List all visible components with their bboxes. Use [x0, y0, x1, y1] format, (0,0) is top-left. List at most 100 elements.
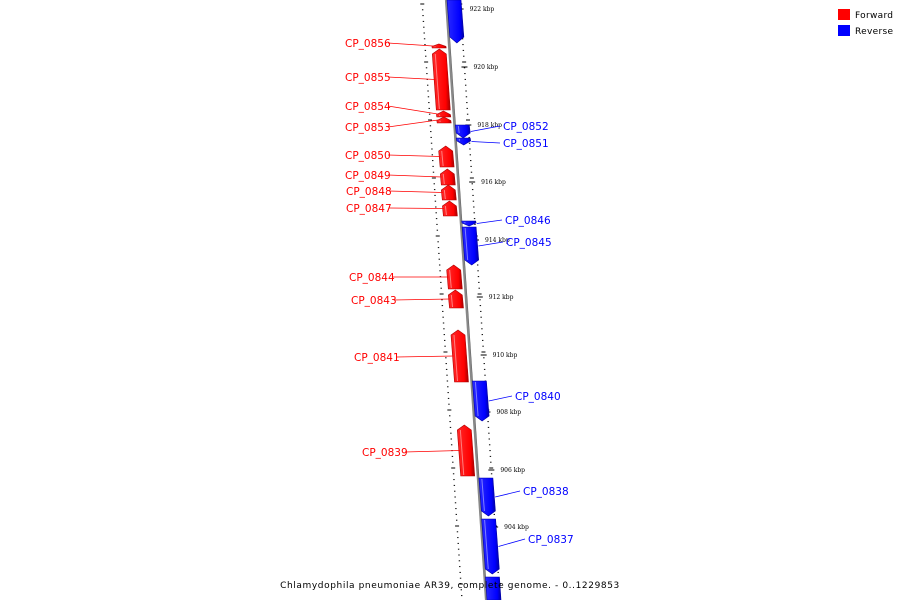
gene-label-CP_0846[interactable]: CP_0846 [505, 215, 551, 227]
gene-shape[interactable] [456, 424, 476, 477]
gene-label-CP_0851[interactable]: CP_0851 [503, 138, 549, 150]
legend-forward-swatch [838, 9, 850, 20]
leader-line [387, 174, 442, 178]
gene-arrow-CP_0841[interactable] [450, 329, 469, 383]
gene-shape[interactable] [436, 110, 452, 118]
axis-line [444, 0, 488, 600]
gene-label-CP_0856[interactable]: CP_0856 [345, 38, 391, 50]
gene-features [431, 0, 502, 600]
leader-line [488, 395, 513, 402]
gene-shape[interactable] [472, 380, 490, 422]
gene-highlight [434, 53, 440, 110]
gene-label-CP_0850[interactable]: CP_0850 [345, 150, 391, 162]
gene-highlight [444, 205, 447, 216]
gene-label-CP_0840[interactable]: CP_0840 [515, 391, 561, 403]
gene-arrow-CP_0851[interactable] [455, 137, 472, 146]
tick-label: 918 kbp [477, 122, 502, 129]
gene-arrow-CP_0838[interactable] [478, 477, 496, 517]
gene-arrow-CP_0847[interactable] [442, 200, 458, 217]
tick-label: 910 kbp [493, 352, 518, 359]
gene-label-CP_0854[interactable]: CP_0854 [345, 101, 391, 113]
gene-label-CP_0839[interactable]: CP_0839 [362, 447, 408, 459]
gene-label-CP_0841[interactable]: CP_0841 [354, 352, 400, 364]
gene-highlight [442, 173, 445, 185]
tick-label: 922 kbp [470, 6, 495, 13]
gene-arrow-CP_0839[interactable] [456, 424, 476, 477]
gene-arrow-CP_0845[interactable] [461, 226, 480, 266]
leader-line [471, 141, 501, 144]
gene-shape[interactable] [431, 48, 451, 111]
gene-label-CP_0847[interactable]: CP_0847 [346, 203, 392, 215]
gene-arrow-CP_0856[interactable] [431, 43, 447, 49]
gene-labels: CP_0856 CP_0855 CP_0854 CP_0853 CP_0852 CP_08… [345, 38, 574, 547]
gene-label-CP_0845[interactable]: CP_0845 [506, 237, 552, 249]
leader-line [387, 119, 439, 128]
gene-shape[interactable] [455, 137, 472, 146]
gene-highlight [459, 429, 465, 476]
gene-highlight [464, 227, 469, 261]
gene-highlight [449, 269, 452, 289]
gene-label-CP_0843[interactable]: CP_0843 [351, 295, 397, 307]
gene-label-CP_0849[interactable]: CP_0849 [345, 170, 391, 182]
gene-arrow-CP_0837[interactable] [481, 518, 500, 575]
tick-label: 916 kbp [481, 179, 506, 186]
gene-label-CP_0848[interactable]: CP_0848 [346, 186, 392, 198]
gene-shape[interactable] [485, 576, 502, 600]
leader-line [404, 450, 461, 453]
gene-arrow-CP_0849[interactable] [439, 168, 456, 186]
gene-label-CP_0837[interactable]: CP_0837 [528, 534, 574, 546]
gene-arrow-CP_0844[interactable] [446, 264, 463, 290]
gene-shape[interactable] [446, 0, 465, 44]
gene-shape[interactable] [461, 220, 477, 227]
leader-line [388, 207, 444, 209]
gene-shape[interactable] [461, 226, 480, 266]
gene-arrow-CP_0854[interactable] [436, 110, 452, 118]
gene-highlight [450, 294, 454, 308]
tick-label: 906 kbp [500, 467, 525, 474]
leader-line [387, 154, 441, 157]
tick-label: 912 kbp [489, 294, 514, 301]
gene-shape[interactable] [446, 264, 463, 290]
gene-shape[interactable] [454, 124, 471, 139]
legend-reverse-swatch [838, 25, 850, 36]
gene-shape[interactable] [442, 200, 458, 217]
gene-highlight [453, 334, 458, 382]
gene-label-CP_0853[interactable]: CP_0853 [345, 122, 391, 134]
gene-shape[interactable] [450, 329, 469, 383]
gene-shape[interactable] [436, 116, 452, 124]
legend-reverse-label: Reverse [855, 27, 893, 37]
gene-shape[interactable] [447, 289, 464, 309]
gene-shape[interactable] [439, 168, 456, 186]
gene-highlight [441, 150, 444, 167]
gene-highlight [443, 189, 446, 200]
gene-arrow-clipped-bottom[interactable] [485, 576, 502, 600]
gene-arrow-CP_0850[interactable] [438, 145, 455, 168]
gene-arrow-CP_0855[interactable] [431, 48, 451, 111]
legend: Forward Reverse [838, 9, 893, 37]
gene-highlight [481, 478, 485, 512]
gene-shape[interactable] [431, 43, 447, 49]
leader-line [388, 190, 443, 193]
gene-label-CP_0855[interactable]: CP_0855 [345, 72, 391, 84]
gene-arrow-CP_0852[interactable] [454, 124, 471, 139]
genome-caption: Chlamydophila pneumoniae AR39, complete … [280, 581, 620, 591]
leader-line [478, 241, 504, 247]
gene-label-CP_0838[interactable]: CP_0838 [523, 486, 569, 498]
gene-shape[interactable] [438, 145, 455, 168]
tick-label: 904 kbp [504, 524, 529, 531]
gene-label-CP_0844[interactable]: CP_0844 [349, 272, 395, 284]
gene-arrow-CP_0846[interactable] [461, 220, 477, 227]
tick-label: 920 kbp [473, 64, 498, 71]
gene-arrow-CP_0848[interactable] [440, 184, 457, 201]
gene-arrow-clipped-top[interactable] [446, 0, 465, 44]
gene-arrow-CP_0840[interactable] [472, 380, 490, 422]
gene-shape[interactable] [478, 477, 496, 517]
leader-line [387, 105, 438, 115]
gene-arrow-CP_0843[interactable] [447, 289, 464, 309]
gene-arrow-CP_0853[interactable] [436, 116, 452, 124]
gene-label-CP_0852[interactable]: CP_0852 [503, 121, 549, 133]
leader-line [393, 298, 450, 301]
gene-shape[interactable] [440, 184, 457, 201]
